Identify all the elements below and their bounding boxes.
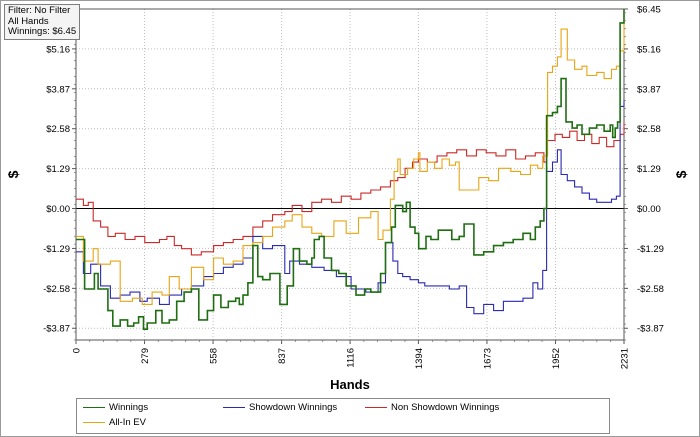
x-tick-label: 1116 — [346, 348, 357, 368]
winnings-line — [76, 9, 625, 330]
legend-swatch-showdown — [223, 407, 245, 408]
x-tick-label: 1673 — [482, 348, 493, 369]
legend-swatch-allin-ev — [83, 422, 105, 423]
y-tick-label-right: -$2.58 — [637, 284, 664, 295]
legend-swatch-non-showdown — [365, 407, 387, 408]
legend-label-showdown: Showdown Winnings — [249, 402, 338, 413]
hands-text: All Hands — [8, 15, 49, 27]
legend-item-winnings: Winnings — [83, 402, 148, 413]
x-axis-label: Hands — [330, 377, 370, 392]
filter-text: Filter: No Filter — [8, 5, 71, 16]
filter-info-box: Filter: No Filter All Hands Winnings: $6… — [4, 4, 81, 40]
legend-label-winnings: Winnings — [109, 402, 149, 413]
x-tick-label: 0 — [72, 348, 83, 353]
y-tick-label-left: -$2.58 — [43, 284, 70, 295]
winnings-text: Winnings: $6.45 — [8, 26, 77, 37]
showdown-winnings-line — [76, 100, 625, 315]
y-tick-label-left: $3.87 — [46, 84, 70, 95]
legend-swatch-winnings — [83, 407, 105, 408]
legend-label-allin-ev: All-In EV — [109, 417, 146, 428]
y-tick-label-right: $2.58 — [637, 124, 661, 135]
legend-item-non-showdown: Non Showdown Winnings — [365, 402, 499, 413]
x-tick-label: 279 — [140, 348, 151, 364]
y-tick-label-right: $3.87 — [637, 84, 661, 95]
series-layer — [76, 9, 625, 330]
y-axis-label-left: $ — [5, 170, 21, 178]
y-tick-label-right: $1.29 — [637, 164, 661, 175]
legend-label-non-showdown: Non Showdown Winnings — [391, 402, 500, 413]
all-in-ev-line — [76, 13, 625, 305]
y-tick-label-right: $5.16 — [637, 44, 661, 55]
legend-item-showdown: Showdown Winnings — [223, 402, 337, 413]
y-tick-label-right: -$3.87 — [637, 324, 664, 335]
y-axis-label-right: $ — [673, 170, 689, 178]
non-showdown-winnings-line — [76, 121, 625, 256]
legend-item-allin-ev: All-In EV — [83, 417, 146, 428]
y-tick-label-left: $0.00 — [46, 204, 70, 215]
y-tick-label-left: -$1.29 — [43, 244, 70, 255]
tick-layer: $6.45$6.45$5.16$5.16$3.87$3.87$2.58$2.58… — [43, 5, 664, 370]
legend: Winnings All-In EV Showdown Winnings Non… — [76, 398, 610, 434]
y-tick-label-left: $2.58 — [46, 124, 70, 135]
x-tick-label: 1394 — [414, 348, 425, 369]
x-tick-label: 558 — [209, 348, 220, 364]
x-tick-label: 837 — [277, 348, 288, 364]
y-tick-label-left: $1.29 — [46, 164, 70, 175]
y-tick-label-left: -$3.87 — [43, 324, 70, 335]
x-tick-label: 1952 — [551, 348, 562, 369]
y-tick-label-left: $5.16 — [46, 44, 70, 55]
y-tick-label-right: $6.45 — [637, 5, 661, 16]
grid-layer — [75, 8, 625, 340]
y-tick-label-right: -$1.29 — [637, 244, 664, 255]
x-tick-label: 2231 — [620, 348, 631, 369]
y-tick-label-right: $0.00 — [637, 204, 661, 215]
